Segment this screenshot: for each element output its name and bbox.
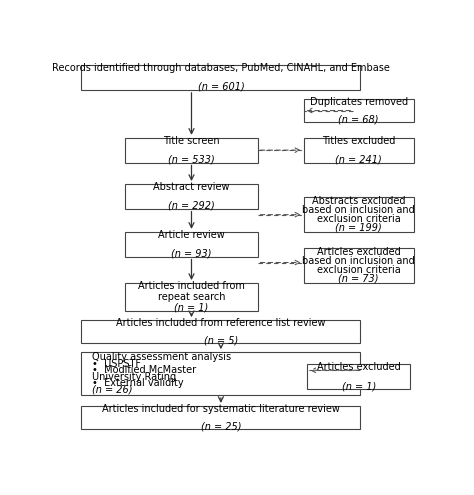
Text: Records identified through databases, PubMed, CINAHL, and Embase: Records identified through databases, Pu… — [52, 63, 390, 73]
Text: (n = 199): (n = 199) — [335, 223, 382, 233]
Bar — [303, 248, 414, 283]
Text: exclusion criteria: exclusion criteria — [317, 214, 401, 224]
Bar — [303, 138, 414, 162]
Text: (n = 241): (n = 241) — [335, 154, 382, 164]
Bar — [307, 364, 410, 389]
Text: •  Modified McMaster: • Modified McMaster — [92, 365, 196, 375]
Text: Titles excluded: Titles excluded — [322, 136, 395, 146]
Text: Articles excluded: Articles excluded — [317, 362, 401, 372]
Text: •  USPSTF: • USPSTF — [92, 359, 141, 369]
Bar — [82, 320, 360, 343]
Text: Articles included for systematic literature review: Articles included for systematic literat… — [102, 403, 340, 414]
Text: Abstracts excluded: Abstracts excluded — [312, 197, 405, 206]
Text: (n = 26): (n = 26) — [92, 385, 133, 395]
Text: (n = 68): (n = 68) — [338, 114, 379, 124]
Bar — [82, 406, 360, 429]
Text: Article review: Article review — [158, 230, 225, 240]
Text: Duplicates removed: Duplicates removed — [310, 97, 408, 107]
Text: •  External validity: • External validity — [92, 378, 184, 389]
Text: Title screen: Title screen — [163, 136, 220, 146]
Text: Articles excluded: Articles excluded — [317, 248, 401, 257]
Text: (n = 1): (n = 1) — [341, 381, 376, 391]
Text: based on inclusion and: based on inclusion and — [302, 205, 415, 215]
Text: (n = 5): (n = 5) — [204, 336, 238, 346]
Text: Quality assessment analysis: Quality assessment analysis — [92, 352, 231, 362]
Bar — [125, 184, 258, 209]
Text: (n = 73): (n = 73) — [338, 274, 379, 284]
Text: (n = 1): (n = 1) — [174, 302, 209, 313]
Text: (n = 93): (n = 93) — [171, 248, 212, 258]
Text: Abstract review: Abstract review — [153, 182, 230, 192]
Text: (n = 292): (n = 292) — [168, 201, 215, 211]
Bar — [303, 197, 414, 232]
Bar — [303, 99, 414, 122]
Bar — [125, 232, 258, 256]
Text: (n = 25): (n = 25) — [201, 421, 241, 431]
Text: based on inclusion and: based on inclusion and — [302, 256, 415, 266]
Bar — [125, 283, 258, 311]
Bar — [125, 138, 258, 162]
Text: exclusion criteria: exclusion criteria — [317, 265, 401, 275]
Text: Articles included from: Articles included from — [138, 281, 245, 292]
Text: (n = 533): (n = 533) — [168, 154, 215, 164]
Text: Articles included from reference list review: Articles included from reference list re… — [116, 318, 326, 328]
Text: repeat search: repeat search — [158, 292, 225, 302]
Bar — [82, 352, 360, 395]
Bar — [82, 65, 360, 90]
Text: University Rating: University Rating — [92, 372, 176, 382]
Text: (n = 601): (n = 601) — [198, 82, 244, 92]
